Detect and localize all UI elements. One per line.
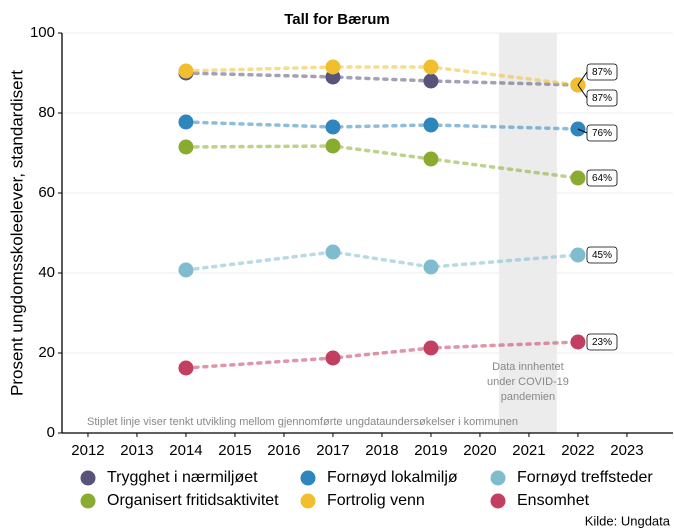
footnote: Stiplet linje viser tenkt utvikling mell… <box>87 416 518 428</box>
value-label: 23% <box>592 337 612 348</box>
label-leader <box>577 84 588 99</box>
series-line <box>184 71 580 87</box>
value-label: 64% <box>592 173 612 184</box>
x-tick-label: 2013 <box>120 442 153 459</box>
covid-band <box>499 33 557 433</box>
source: Kilde: Ungdata <box>585 513 671 528</box>
legend-label: Trygghet i nærmiljøet <box>107 469 258 486</box>
data-point <box>570 247 586 263</box>
legend-marker <box>80 493 96 509</box>
series-line <box>184 65 580 87</box>
legend-marker <box>300 493 316 509</box>
value-label: 87% <box>592 67 612 78</box>
legend-marker <box>490 470 506 486</box>
label-box <box>586 246 618 264</box>
label-box <box>586 169 618 187</box>
data-point <box>178 139 194 155</box>
legend-label: Fortrolig venn <box>327 492 425 509</box>
x-tick-label: 2018 <box>365 442 398 459</box>
data-point <box>325 119 341 135</box>
value-label: 76% <box>592 128 612 139</box>
data-point <box>423 73 439 89</box>
x-tick-label: 2017 <box>316 442 349 459</box>
chart-title: Tall for Bærum <box>284 11 390 28</box>
value-label: 45% <box>592 250 612 261</box>
label-box <box>586 124 618 142</box>
legend-label: Organisert fritidsaktivitet <box>107 492 279 509</box>
legend-marker <box>300 470 316 486</box>
x-tick-label: 2023 <box>610 442 643 459</box>
series-line <box>184 120 580 131</box>
y-tick-label: 20 <box>38 344 55 361</box>
covid-note: Data innhentet <box>492 361 564 373</box>
legend-label: Fornøyd treffsteder <box>517 469 653 486</box>
legend-marker <box>80 470 96 486</box>
y-tick-label: 100 <box>30 24 55 41</box>
label-leader <box>577 71 588 86</box>
x-tick-label: 2016 <box>267 442 300 459</box>
data-point <box>423 59 439 75</box>
data-point <box>423 151 439 167</box>
label-box <box>586 63 618 81</box>
legend-marker <box>490 493 506 509</box>
data-point <box>178 114 194 130</box>
series-line <box>184 250 580 272</box>
y-tick-label: 40 <box>38 264 55 281</box>
series-line <box>184 340 580 370</box>
y-tick-label: 0 <box>47 424 55 441</box>
value-label: 87% <box>592 93 612 104</box>
data-point <box>325 138 341 154</box>
data-point <box>178 262 194 278</box>
label-box <box>586 89 618 107</box>
x-tick-label: 2019 <box>414 442 447 459</box>
data-point <box>423 259 439 275</box>
data-point <box>325 350 341 366</box>
data-point <box>570 334 586 350</box>
covid-note: pandemien <box>501 391 555 403</box>
x-tick-label: 2012 <box>71 442 104 459</box>
x-tick-label: 2022 <box>561 442 594 459</box>
x-tick-label: 2021 <box>512 442 545 459</box>
legend-label: Fornøyd lokalmiljø <box>327 469 458 486</box>
x-tick-label: 2015 <box>218 442 251 459</box>
data-point <box>570 170 586 186</box>
covid-note: under COVID-19 <box>487 376 569 388</box>
series-line <box>184 144 580 180</box>
y-axis-label: Prosent ungdomsskoleelever, standardiser… <box>7 70 26 396</box>
data-point <box>325 59 341 75</box>
data-point <box>423 117 439 133</box>
data-point <box>325 244 341 260</box>
data-point <box>423 340 439 356</box>
y-tick-label: 60 <box>38 184 55 201</box>
label-leader <box>577 128 588 134</box>
y-tick-label: 80 <box>38 104 55 121</box>
label-box <box>586 333 618 351</box>
x-tick-label: 2014 <box>169 442 202 459</box>
x-tick-label: 2020 <box>463 442 496 459</box>
data-point <box>178 360 194 376</box>
data-point <box>178 63 194 79</box>
legend-label: Ensomhet <box>517 492 590 509</box>
